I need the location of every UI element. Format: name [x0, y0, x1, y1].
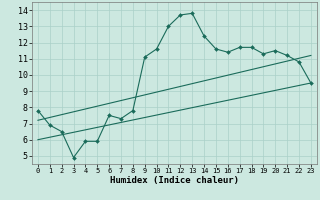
X-axis label: Humidex (Indice chaleur): Humidex (Indice chaleur) [110, 176, 239, 185]
